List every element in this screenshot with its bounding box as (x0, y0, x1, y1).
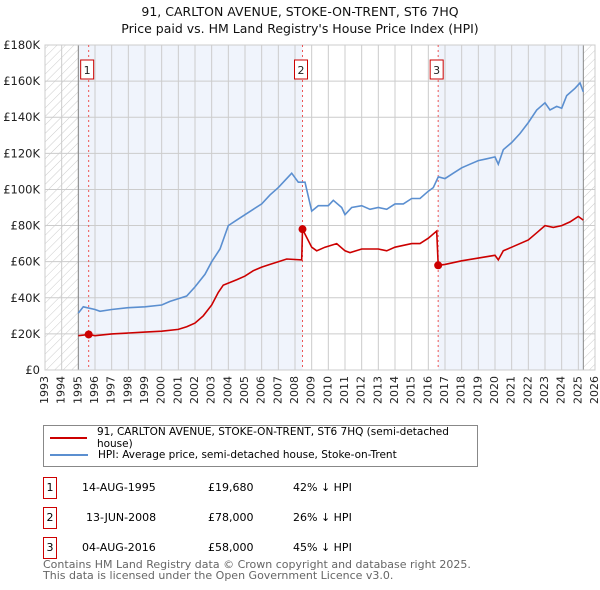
y-tick-label: £60K (11, 255, 41, 269)
legend-item-property: 91, CARLTON AVENUE, STOKE-ON-TRENT, ST6 … (50, 426, 477, 450)
x-tick-label: 2003 (205, 376, 218, 404)
y-tick-label: £80K (11, 219, 41, 233)
transaction-badge: 1 (43, 477, 57, 499)
x-tick-label: 2017 (438, 376, 451, 404)
attribution: Contains HM Land Registry data © Crown c… (43, 559, 471, 581)
sale-label-box: 3 (429, 59, 444, 80)
sale-label-number: 1 (84, 64, 91, 77)
transaction-price: £58,000 (208, 541, 254, 554)
x-tick-label: 2008 (288, 376, 301, 404)
transaction-hpi: 45% ↓ HPI (293, 541, 352, 554)
no-data-hatch (583, 45, 595, 370)
x-tick-label: 2007 (271, 376, 284, 404)
y-tick-label: £180K (3, 38, 40, 52)
transaction-date: 04-AUG-2016 (82, 541, 156, 554)
y-tick-label: £140K (3, 110, 40, 124)
y-tick-label: £100K (3, 182, 40, 196)
attribution-line: Contains HM Land Registry data © Crown c… (43, 558, 471, 571)
ownership-period-shade (438, 45, 584, 370)
legend-swatch-blue (50, 454, 88, 456)
sale-label-border (80, 59, 95, 80)
chart-title: 91, CARLTON AVENUE, STOKE-ON-TRENT, ST6 … (141, 4, 459, 19)
y-tick-label: £20K (11, 327, 41, 341)
legend-label: HPI: Average price, semi-detached house,… (98, 449, 397, 461)
transaction-date: 13-JUN-2008 (86, 511, 157, 524)
sale-point (434, 261, 443, 270)
attribution-line: This data is licensed under the Open Gov… (43, 569, 394, 582)
y-tick-label: £160K (3, 74, 40, 88)
x-tick-label: 2020 (488, 376, 501, 404)
x-tick-label: 2021 (505, 376, 518, 404)
x-tick-label: 2000 (155, 376, 168, 404)
y-tick-label: £40K (11, 291, 41, 305)
x-tick-label: 2015 (405, 376, 418, 404)
transaction-hpi: 26% ↓ HPI (293, 511, 352, 524)
x-tick-label: 2006 (255, 376, 268, 404)
sale-label-number: 3 (433, 64, 440, 77)
property-price-line (78, 215, 584, 337)
transaction-date: 14-AUG-1995 (82, 481, 156, 494)
transaction-hpi: 42% ↓ HPI (293, 481, 352, 494)
x-tick-label: 2011 (338, 376, 351, 404)
transaction-row: 3 04-AUG-2016 £58,000 45% ↓ HPI (43, 537, 443, 559)
x-tick-label: 2022 (521, 376, 534, 404)
x-tick-label: 2010 (321, 376, 334, 404)
x-tick-label: 2002 (188, 376, 201, 404)
x-tick-label: 1998 (121, 376, 134, 404)
sale-point (84, 330, 93, 339)
legend-swatch-red (50, 437, 87, 439)
x-tick-label: 2019 (471, 376, 484, 404)
x-tick-label: 1993 (38, 376, 51, 404)
ownership-period-shade (78, 45, 303, 370)
x-tick-label: 1997 (105, 376, 118, 404)
x-tick-label: 2016 (421, 376, 434, 404)
plot-border (44, 44, 596, 371)
x-tick-label: 2018 (455, 376, 468, 404)
transaction-price: £19,680 (208, 481, 254, 494)
price-chart: 1993 1994 1995 1996 1997 1998 1999 2000 2001 2002… (3, 38, 600, 404)
legend-label: 91, CARLTON AVENUE, STOKE-ON-TRENT, ST6 … (96, 426, 449, 450)
x-tick-label: 2001 (171, 376, 184, 404)
transaction-row: 2 13-JUN-2008 £78,000 26% ↓ HPI (43, 507, 443, 529)
chart-legend: 91, CARLTON AVENUE, STOKE-ON-TRENT, ST6 … (43, 425, 478, 467)
transaction-badge: 2 (43, 507, 57, 529)
hpi-line (77, 81, 585, 314)
x-tick-label: 2024 (555, 376, 568, 404)
y-tick-label: £0 (25, 363, 40, 377)
x-tick-label: 2014 (388, 376, 401, 404)
transaction-price: £78,000 (208, 511, 254, 524)
sale-label-border (429, 59, 444, 80)
legend-item-hpi: HPI: Average price, semi-detached house,… (50, 447, 397, 463)
x-tick-label: 2005 (238, 376, 251, 404)
x-tick-label: 1996 (88, 376, 101, 404)
x-tick-label: 2004 (221, 376, 234, 404)
sale-label-number: 2 (298, 64, 305, 77)
sale-label-box: 2 (294, 59, 308, 80)
chart-subtitle: Price paid vs. HM Land Registry's House … (121, 21, 479, 36)
x-tick-label: 2012 (355, 376, 368, 404)
x-tick-label: 2023 (538, 376, 551, 404)
x-tick-label: 2026 (588, 376, 600, 404)
x-tick-label: 2009 (305, 376, 318, 404)
x-tick-label: 1994 (55, 376, 68, 404)
sale-point (298, 225, 307, 234)
sale-label-border (294, 59, 308, 80)
sale-label-box: 1 (80, 59, 95, 80)
x-tick-label: 1995 (71, 376, 84, 404)
transaction-row: 1 14-AUG-1995 £19,680 42% ↓ HPI (43, 477, 443, 499)
y-tick-label: £120K (3, 146, 40, 160)
x-tick-label: 2013 (371, 376, 384, 404)
x-tick-label: 2025 (571, 376, 584, 404)
transaction-badge: 3 (43, 537, 57, 559)
x-tick-label: 1999 (138, 376, 151, 404)
